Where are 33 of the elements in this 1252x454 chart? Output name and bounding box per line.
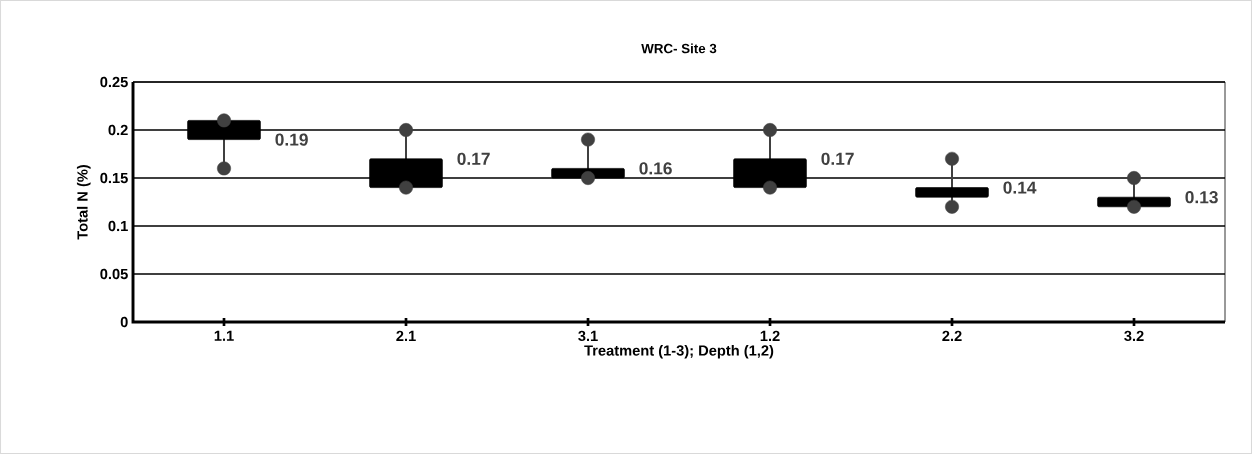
x-tick-label: 2.1 bbox=[396, 330, 416, 341]
y-axis-title: Total N (%) bbox=[76, 164, 91, 240]
x-tick-label: 1.1 bbox=[214, 330, 234, 341]
annotation: 0.16 bbox=[639, 162, 672, 175]
x-tick-label: 2.2 bbox=[942, 330, 962, 341]
point bbox=[1127, 199, 1141, 214]
x-tick-label: 1.2 bbox=[760, 330, 780, 341]
y-tick-label: 0.2 bbox=[108, 124, 128, 136]
point bbox=[945, 199, 959, 214]
y-tick-label: 0.05 bbox=[100, 268, 128, 280]
chart-title: WRC- Site 3 bbox=[641, 43, 717, 54]
x-tick-label: 3.2 bbox=[1124, 330, 1144, 342]
annotation: 0.17 bbox=[821, 152, 854, 165]
point bbox=[763, 123, 777, 137]
y-tick-label: 0.25 bbox=[100, 76, 128, 88]
y-tick-label: 0.1 bbox=[108, 220, 128, 232]
point bbox=[945, 151, 959, 166]
y-tick-label: 0.15 bbox=[100, 172, 128, 184]
y-tick-label: 0 bbox=[120, 316, 128, 328]
annotation: 0.14 bbox=[1003, 181, 1037, 194]
point bbox=[581, 171, 595, 185]
point bbox=[1127, 171, 1141, 185]
annotation: 0.13 bbox=[1185, 191, 1218, 204]
annotation: 0.19 bbox=[275, 133, 308, 146]
point bbox=[399, 180, 413, 195]
point bbox=[763, 180, 777, 195]
x-tick-label: 3.1 bbox=[578, 330, 598, 342]
point bbox=[217, 113, 231, 128]
point bbox=[399, 123, 413, 137]
point bbox=[581, 132, 595, 147]
x-axis-title: Treatment (1-3); Depth (1,2) bbox=[584, 344, 774, 359]
point bbox=[217, 161, 231, 176]
annotation: 0.17 bbox=[457, 152, 490, 165]
